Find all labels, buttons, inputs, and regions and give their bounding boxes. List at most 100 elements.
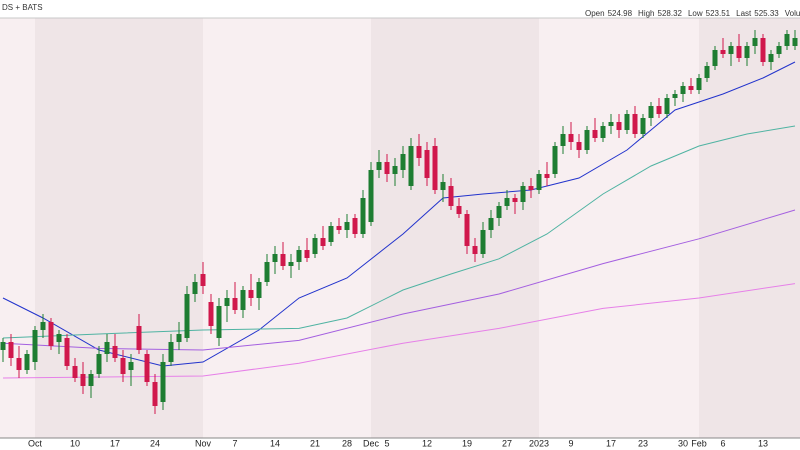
candle-body bbox=[792, 38, 798, 46]
candle-body bbox=[768, 54, 774, 62]
candle-body bbox=[720, 50, 726, 54]
candle-body bbox=[0, 342, 6, 350]
candle-body bbox=[760, 38, 766, 62]
candle-body bbox=[440, 182, 446, 190]
candle-body bbox=[280, 254, 286, 266]
candle-body bbox=[144, 354, 150, 382]
candle-body bbox=[736, 46, 742, 58]
x-tick-label: 23 bbox=[638, 438, 648, 448]
candle-body bbox=[208, 302, 214, 326]
candle-body bbox=[536, 174, 542, 190]
candle-body bbox=[344, 222, 350, 230]
month-band bbox=[371, 18, 539, 438]
candle-body bbox=[592, 130, 598, 138]
x-tick-label: 17 bbox=[606, 438, 616, 448]
candle-body bbox=[160, 362, 166, 402]
candle-body bbox=[424, 150, 430, 178]
x-tick-label: 21 bbox=[310, 438, 320, 448]
x-tick-label: 5 bbox=[384, 438, 389, 448]
candle-body bbox=[216, 306, 222, 338]
x-tick-label: Dec bbox=[363, 438, 380, 448]
candle-body bbox=[696, 78, 702, 90]
x-tick-label: 27 bbox=[502, 438, 512, 448]
candle-body bbox=[464, 214, 470, 246]
x-tick-label: 17 bbox=[110, 438, 120, 448]
candle-body bbox=[8, 342, 14, 358]
candle-body bbox=[128, 362, 134, 370]
candle-body bbox=[744, 46, 750, 58]
candle-body bbox=[432, 146, 438, 190]
candle-body bbox=[632, 114, 638, 134]
candle-body bbox=[480, 230, 486, 254]
stat-label: Low bbox=[688, 9, 703, 18]
stat-label: Open bbox=[585, 9, 605, 18]
candle-body bbox=[648, 106, 654, 118]
stat-label: Last bbox=[736, 9, 752, 18]
x-tick-label: 2023 bbox=[529, 438, 549, 448]
candle-body bbox=[712, 50, 718, 66]
candle-body bbox=[112, 346, 118, 358]
candle-body bbox=[152, 382, 158, 406]
x-tick-label: 19 bbox=[462, 438, 472, 448]
candle-body bbox=[672, 94, 678, 98]
candle-body bbox=[784, 34, 790, 46]
candle-body bbox=[664, 98, 670, 114]
x-tick-label: Oct bbox=[28, 438, 43, 448]
candle-body bbox=[640, 118, 646, 134]
candle-body bbox=[40, 322, 46, 330]
candle-body bbox=[584, 130, 590, 150]
candle-body bbox=[488, 218, 494, 230]
candle-body bbox=[520, 186, 526, 202]
candle-body bbox=[776, 46, 782, 54]
candle-body bbox=[352, 218, 358, 234]
candle-body bbox=[232, 298, 238, 310]
x-tick-label: 13 bbox=[758, 438, 768, 448]
candle-body bbox=[288, 262, 294, 266]
x-tick-label: 10 bbox=[70, 438, 80, 448]
source-label: DS + BATS bbox=[2, 3, 43, 12]
candle-body bbox=[104, 342, 110, 354]
candle-body bbox=[176, 334, 182, 342]
candle-body bbox=[16, 358, 22, 370]
candle-body bbox=[200, 274, 206, 286]
x-tick-label: 9 bbox=[568, 438, 573, 448]
candle-body bbox=[64, 338, 70, 366]
candle-body bbox=[512, 198, 518, 202]
candle-body bbox=[336, 226, 342, 230]
x-tick-label: Nov bbox=[195, 438, 212, 448]
candle-body bbox=[184, 294, 190, 338]
candle-body bbox=[616, 122, 622, 130]
candle-body bbox=[224, 298, 230, 306]
candle-body bbox=[88, 374, 94, 386]
candle-body bbox=[408, 146, 414, 186]
candle-body bbox=[688, 86, 694, 90]
candle-body bbox=[552, 146, 558, 174]
x-tick-label: 6 bbox=[720, 438, 725, 448]
candle-body bbox=[192, 282, 198, 294]
candle-body bbox=[496, 206, 502, 218]
candle-body bbox=[752, 38, 758, 46]
moving-average-line bbox=[2, 61, 796, 367]
candle-body bbox=[568, 134, 574, 142]
candle-body bbox=[168, 342, 174, 362]
volume-label: Volume 1 bbox=[785, 9, 800, 18]
plot: Oct 10 17 24 Nov 7 14 21 28 Dec 5 12 19 27 2023 9 17 23 30… bbox=[0, 30, 798, 448]
stat-value: 524.98 bbox=[608, 9, 633, 18]
candle-body bbox=[728, 46, 734, 54]
stat-value: 525.33 bbox=[754, 9, 779, 18]
x-tick-label: 7 bbox=[232, 438, 237, 448]
candle-body bbox=[368, 170, 374, 222]
candle-body bbox=[384, 162, 390, 174]
x-tick-label: 12 bbox=[422, 438, 432, 448]
x-tick-label: 14 bbox=[270, 438, 280, 448]
candle-body bbox=[56, 334, 62, 342]
stat-value: 528.32 bbox=[658, 9, 683, 18]
candle-body bbox=[32, 330, 38, 362]
candle-body bbox=[296, 250, 302, 262]
candle-body bbox=[328, 226, 334, 242]
candle-body bbox=[24, 354, 30, 370]
x-tick-label: 30 bbox=[678, 438, 688, 448]
candle-body bbox=[560, 134, 566, 146]
